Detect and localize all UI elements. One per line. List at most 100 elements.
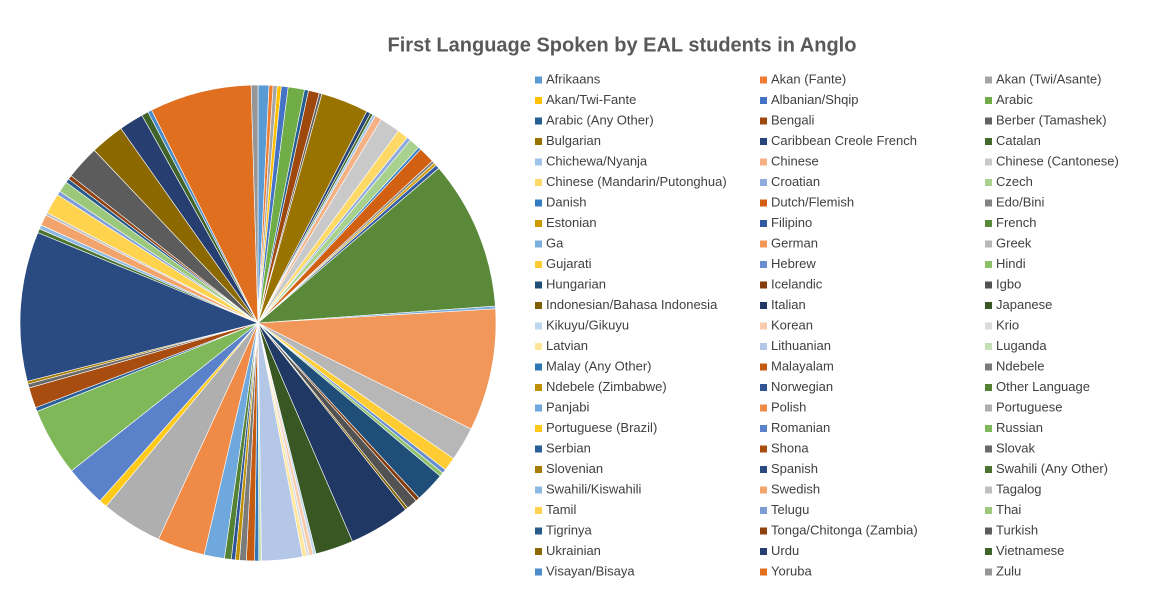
legend-label: Danish [546,194,586,209]
legend-swatch [535,199,542,207]
legend-label: Czech [996,174,1033,189]
legend-swatch [760,363,767,371]
legend-swatch [985,425,992,432]
legend-swatch [985,240,992,248]
legend-label: Tonga/Chitonga (Zambia) [771,522,918,537]
legend-label: Tagalog [996,481,1042,496]
legend-swatch [760,261,767,268]
legend-swatch [985,179,992,186]
legend-label: Tigrinya [546,522,593,537]
legend-label: Kikuyu/Gikuyu [546,317,629,332]
legend-swatch [985,76,992,84]
legend-swatch [760,486,767,494]
legend-swatch [535,179,542,186]
legend-swatch [535,281,542,289]
legend-swatch [535,97,542,104]
legend-swatch [760,138,767,145]
legend-swatch [985,302,992,309]
pie-slice [256,308,497,430]
legend-label: Romanian [771,420,830,435]
legend-label: Zulu [996,563,1021,578]
legend-label: Caribbean Creole French [771,133,917,148]
legend-swatch [760,384,767,391]
legend-label: Thai [996,502,1021,517]
legend-swatch [760,425,767,432]
legend-swatch [535,363,542,371]
legend-label: Hungarian [546,276,606,291]
legend-label: Swahili (Any Other) [996,461,1108,476]
legend-label: Croatian [771,174,820,189]
legend-label: Spanish [771,461,818,476]
legend-label: Berber (Tamashek) [996,112,1107,127]
legend-label: Akan/Twi-Fante [546,92,636,107]
legend-label: Telugu [771,502,809,517]
legend-label: Latvian [546,338,588,353]
legend-swatch [535,138,542,145]
pie-slice [151,84,259,324]
legend-label: Polish [771,399,806,414]
legend-label: Dutch/Flemish [771,194,854,209]
legend-swatch [535,445,542,453]
legend-swatch [760,76,767,84]
legend-swatch [535,568,542,576]
legend-label: Turkish [996,522,1038,537]
legend-swatch [760,466,767,473]
legend-label: Serbian [546,440,591,455]
legend-label: Norwegian [771,379,833,394]
legend-swatch [535,343,542,350]
legend-label: Portuguese (Brazil) [546,420,657,435]
legend-swatch [535,507,542,514]
legend-swatch [535,302,542,309]
legend-swatch [985,281,992,289]
legend-swatch [760,445,767,453]
legend-swatch [760,568,767,576]
legend-label: Chinese [771,153,819,168]
legend-swatch [985,97,992,104]
pie-slice [19,232,259,382]
legend-swatch [985,261,992,268]
legend-swatch [535,425,542,432]
legend-swatch [760,199,767,207]
legend-label: Hebrew [771,256,816,271]
legend-label: Chichewa/Nyanja [546,153,648,168]
legend-swatch [985,568,992,576]
legend-label: Malay (Any Other) [546,358,651,373]
chart-title: First Language Spoken by EAL students in… [388,34,857,56]
legend-swatch [535,158,542,166]
legend-label: Akan (Fante) [771,71,846,86]
legend-label: Icelandic [771,276,823,291]
legend-swatch [760,158,767,166]
legend-swatch [535,404,542,412]
legend-label: Bulgarian [546,133,601,148]
legend-label: French [996,215,1036,230]
legend-swatch [985,220,992,227]
legend-label: Ga [546,235,564,250]
legend-swatch [760,527,767,535]
legend-label: Indonesian/Bahasa Indonesia [546,297,718,312]
legend-label: German [771,235,818,250]
legend-swatch [760,343,767,350]
legend-swatch [760,322,767,330]
legend-swatch [985,507,992,514]
legend-label: Ndebele (Zimbabwe) [546,379,667,394]
legend-swatch [760,404,767,412]
legend-label: Japanese [996,297,1052,312]
legend-label: Yoruba [771,563,812,578]
legend-swatch [985,343,992,350]
legend-label: Slovenian [546,461,603,476]
legend-swatch [760,220,767,227]
legend-label: Chinese (Cantonese) [996,153,1119,168]
legend-swatch [535,261,542,268]
legend-label: Chinese (Mandarin/Putonghua) [546,174,727,189]
legend-label: Urdu [771,543,799,558]
legend-label: Estonian [546,215,597,230]
legend-swatch [535,527,542,535]
legend-swatch [535,76,542,84]
legend-swatch [985,527,992,535]
legend-swatch [760,302,767,309]
legend-swatch [535,322,542,330]
legend-label: Portuguese [996,399,1063,414]
legend-swatch [535,466,542,473]
